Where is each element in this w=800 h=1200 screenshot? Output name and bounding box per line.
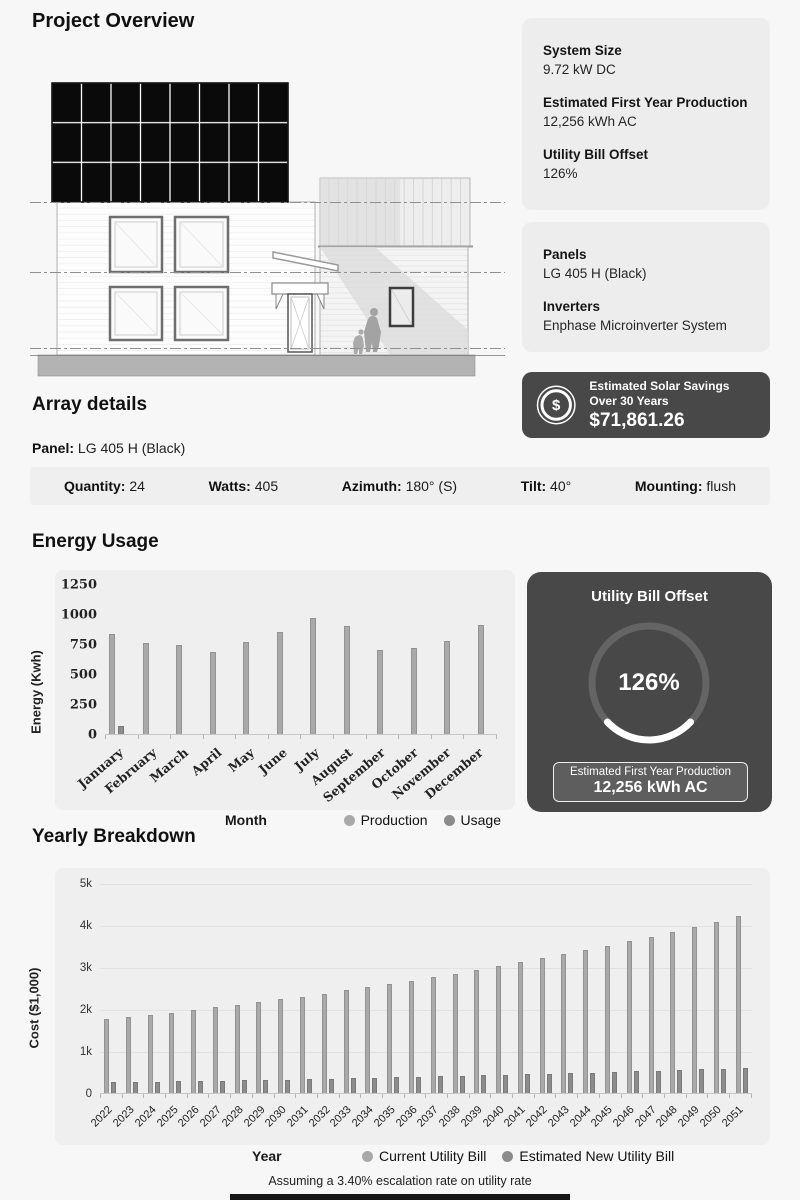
production-legend-label: Production bbox=[360, 812, 428, 828]
savings-banner-label: Estimated Solar Savings Over 30 Years bbox=[589, 379, 730, 408]
svg-text:$: $ bbox=[552, 397, 561, 414]
offset-percent: 126% bbox=[618, 669, 680, 696]
panel-model-line: Panel: LG 405 H (Black) bbox=[32, 440, 185, 456]
panel-model-label: Panel: bbox=[32, 440, 75, 456]
escalation-footnote: Assuming a 3.40% escalation rate on util… bbox=[268, 1174, 532, 1188]
production-legend-dot bbox=[343, 814, 355, 826]
energy-legend: Production Usage bbox=[343, 812, 501, 828]
utility-bill-offset-label: Utility Bill Offset bbox=[543, 147, 649, 162]
panels-value: LG 405 H (Black) bbox=[543, 266, 647, 281]
dollar-circle-icon: $ bbox=[536, 385, 576, 425]
system-summary-card: System Size 9.72 kW DC Estimated First Y… bbox=[522, 18, 770, 210]
utility-bill-offset-card: Utility Bill Offset 126% Estimated First… bbox=[527, 572, 772, 812]
energy-y-axis-label: Energy (Kwh) bbox=[28, 650, 44, 734]
spec-watts: Watts: 405 bbox=[208, 478, 279, 494]
yearly-chart-legend-row: Year Current Utility Bill Estimated New … bbox=[30, 1148, 770, 1172]
spec-tilt: Tilt: 40° bbox=[520, 478, 572, 494]
yearly-x-axis-title: Year bbox=[252, 1148, 282, 1164]
yearly-legend: Current Utility Bill Estimated New Utili… bbox=[362, 1148, 674, 1164]
current-bill-legend-label: Current Utility Bill bbox=[379, 1148, 487, 1164]
bottom-bar bbox=[230, 1194, 570, 1200]
new-bill-legend-dot bbox=[502, 1150, 514, 1162]
summary-column: System Size 9.72 kW DC Estimated First Y… bbox=[522, 18, 770, 438]
energy-x-axis-title: Month bbox=[225, 812, 267, 828]
entry-door bbox=[271, 282, 329, 353]
house-elevation-drawing bbox=[30, 82, 505, 377]
lower-right-window bbox=[173, 285, 230, 342]
array-specs-row: Quantity: 24 Watts: 405 Azimuth: 180° (S… bbox=[30, 467, 770, 505]
energy-usage-chart: 0 250 500 750 1000 1250 January February March Ap… bbox=[55, 570, 515, 810]
new-bill-legend-label: Estimated New Utility Bill bbox=[519, 1148, 675, 1164]
legend-new-utility-bill: Estimated New Utility Bill bbox=[502, 1148, 674, 1164]
first-year-production-label: Estimated First Year Production bbox=[543, 95, 748, 110]
solar-panel-array bbox=[51, 82, 289, 203]
usage-legend-dot bbox=[443, 814, 455, 826]
legend-production: Production bbox=[343, 812, 428, 828]
legend-current-utility-bill: Current Utility Bill bbox=[362, 1148, 486, 1164]
page-title: Project Overview bbox=[32, 10, 195, 32]
current-bill-legend-dot bbox=[362, 1150, 373, 1162]
lower-left-window bbox=[108, 285, 164, 342]
inverters-value: Enphase Microinverter System bbox=[543, 318, 727, 333]
energy-usage-heading: Energy Usage bbox=[32, 531, 159, 552]
system-size-label: System Size bbox=[543, 43, 622, 58]
yearly-y-axis-label: Cost ($1,000) bbox=[26, 967, 42, 1049]
array-details-heading: Array details bbox=[32, 394, 148, 415]
savings-banner: $ Estimated Solar Savings Over 30 Years … bbox=[522, 372, 770, 438]
system-size-value: 9.72 kW DC bbox=[543, 62, 616, 77]
panel-model-value: LG 405 H (Black) bbox=[77, 440, 186, 456]
yearly-breakdown-heading: Yearly Breakdown bbox=[32, 826, 196, 847]
ground bbox=[30, 354, 505, 377]
offset-production-pill: Estimated First Year Production 12,256 k… bbox=[553, 762, 748, 802]
side-window bbox=[388, 286, 415, 328]
legend-usage: Usage bbox=[443, 812, 501, 828]
reference-dashed-lines bbox=[30, 202, 505, 349]
offset-card-title: Utility Bill Offset bbox=[591, 588, 708, 605]
inverters-label: Inverters bbox=[543, 299, 601, 314]
spec-azimuth: Azimuth: 180° (S) bbox=[341, 478, 458, 494]
offset-donut-ring bbox=[588, 622, 710, 744]
pill-value: 12,256 kWh AC bbox=[593, 779, 708, 796]
upper-right-window bbox=[173, 215, 230, 274]
equipment-card: Panels LG 405 H (Black) Inverters Enphas… bbox=[522, 222, 770, 352]
first-year-production-value: 12,256 kWh AC bbox=[543, 114, 637, 129]
spec-mounting: Mounting: flush bbox=[634, 478, 736, 494]
upper-left-window bbox=[108, 215, 164, 274]
panels-label: Panels bbox=[543, 247, 587, 262]
right-wing bbox=[318, 177, 473, 356]
person-figure bbox=[353, 308, 381, 354]
usage-legend-label: Usage bbox=[460, 812, 501, 828]
pill-label: Estimated First Year Production bbox=[569, 766, 732, 778]
spec-quantity: Quantity: 24 bbox=[64, 478, 145, 494]
utility-bill-offset-value: 126% bbox=[543, 166, 578, 181]
yearly-breakdown-chart: 0 1k 2k 3k 4k 5k 2022 2023 2024 2025 2026 2027 2028 2… bbox=[55, 868, 770, 1145]
savings-banner-amount: $71,861.26 bbox=[589, 410, 685, 431]
porch-roof bbox=[272, 251, 339, 272]
energy-chart-legend-row: Month Production Usage bbox=[55, 812, 515, 836]
